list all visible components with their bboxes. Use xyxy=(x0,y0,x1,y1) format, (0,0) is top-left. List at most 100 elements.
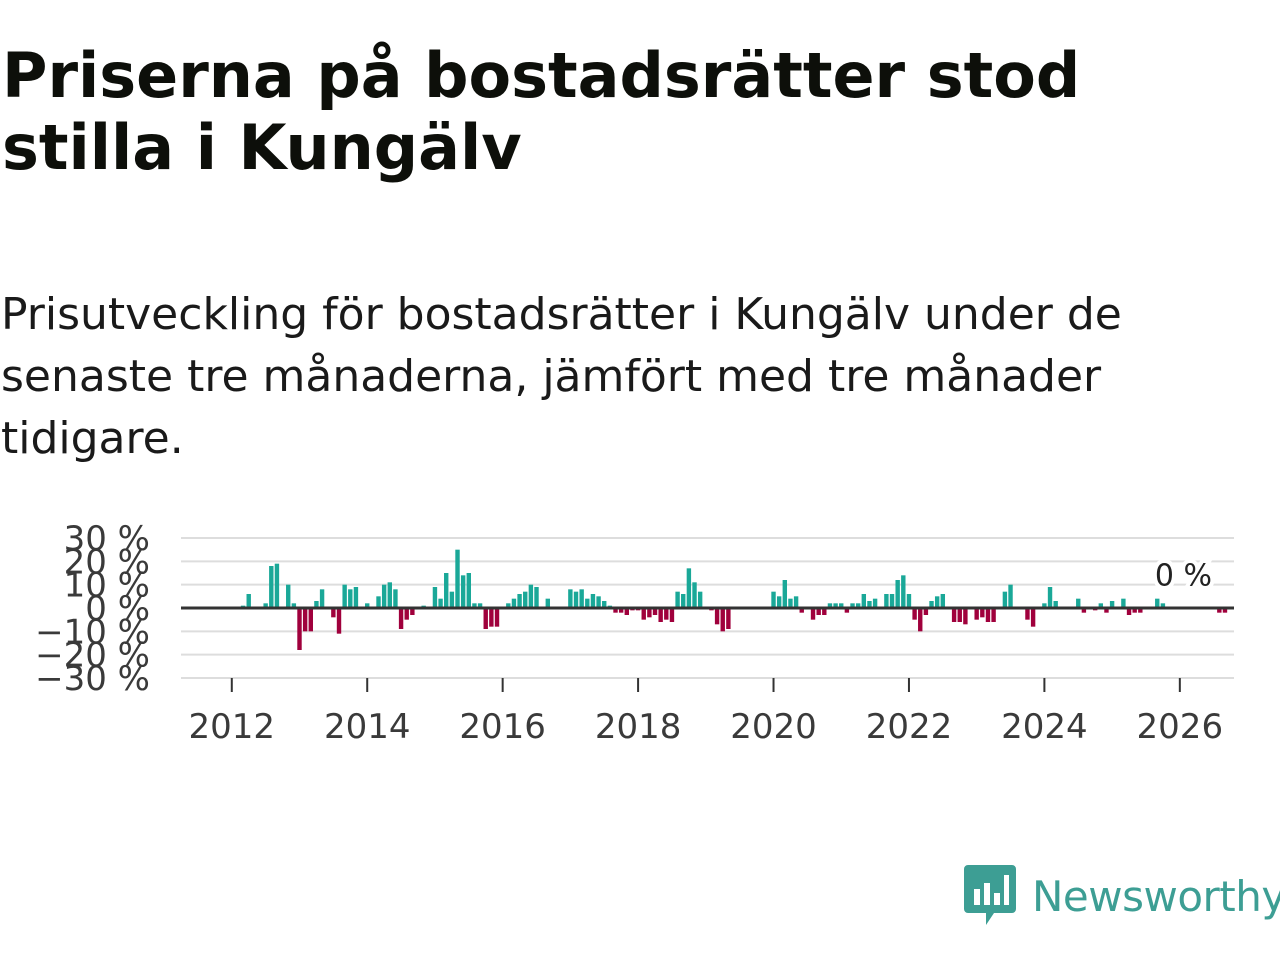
newsworthy-logo-text: Newsworthy xyxy=(1032,871,1280,921)
bar xyxy=(489,608,494,627)
bar xyxy=(1047,587,1053,608)
bar xyxy=(827,603,833,608)
bar xyxy=(782,580,788,608)
bar xyxy=(1160,603,1166,608)
bar xyxy=(1155,598,1160,608)
x-axis: 2012 2014 2016 2018 2020 2022 2024 2026 xyxy=(181,677,1234,747)
bar xyxy=(1030,608,1036,627)
bar xyxy=(985,608,991,622)
bar xyxy=(365,603,370,608)
newsworthy-logo-icon xyxy=(964,865,1016,925)
bar xyxy=(861,594,867,608)
bar xyxy=(545,598,550,608)
bar xyxy=(867,601,872,608)
bar xyxy=(1098,603,1104,608)
bar xyxy=(466,573,471,608)
bar xyxy=(855,603,861,608)
bar xyxy=(1053,601,1058,608)
bar xyxy=(263,603,268,608)
bar xyxy=(460,575,466,608)
bar xyxy=(449,591,455,608)
bar xyxy=(585,598,590,608)
latest-value-label: 0 % xyxy=(1155,559,1212,594)
bar xyxy=(884,594,889,608)
bar xyxy=(658,608,663,622)
bar xyxy=(444,573,449,608)
bar xyxy=(438,598,443,608)
bar xyxy=(387,582,392,608)
x-tick-label: 2022 xyxy=(866,707,953,747)
bar xyxy=(596,596,601,608)
bar xyxy=(472,603,477,608)
bar xyxy=(1109,601,1115,608)
bar xyxy=(895,580,900,608)
bar xyxy=(934,596,940,608)
bar xyxy=(726,608,731,629)
bar xyxy=(342,584,347,608)
bar xyxy=(793,596,799,608)
bar xyxy=(269,566,274,608)
bar xyxy=(1126,608,1132,615)
bar xyxy=(1217,608,1222,613)
y-tick-label: −30 % xyxy=(35,659,150,699)
bar xyxy=(776,596,782,608)
bar xyxy=(483,608,488,629)
bar xyxy=(1042,603,1047,608)
bar xyxy=(799,608,804,613)
bar xyxy=(816,608,821,615)
bar xyxy=(991,608,996,622)
bar xyxy=(319,589,325,608)
bar-chart: 30 %20 %10 %0 %−10 %−20 %−30 % 2012 2014 2… xyxy=(35,519,1234,747)
bar xyxy=(681,594,686,608)
bar xyxy=(1025,608,1030,620)
bar xyxy=(1138,608,1143,613)
bar xyxy=(1104,608,1109,613)
bar xyxy=(912,608,917,620)
bar xyxy=(844,608,850,613)
bar xyxy=(692,582,697,608)
y-tick-label: −20 % xyxy=(35,636,150,676)
bar xyxy=(669,608,675,622)
bar xyxy=(697,591,703,608)
bar xyxy=(336,608,342,634)
x-tick-label: 2024 xyxy=(1001,707,1088,747)
bars xyxy=(240,549,1228,650)
bar xyxy=(331,608,336,618)
bar xyxy=(404,608,409,620)
bar xyxy=(839,603,844,608)
bar xyxy=(923,608,929,615)
bar xyxy=(506,603,511,608)
bar xyxy=(714,608,720,625)
bar xyxy=(647,608,652,618)
y-axis: 30 %20 %10 %0 %−10 %−20 %−30 % xyxy=(35,519,150,699)
bar xyxy=(573,591,579,608)
bar xyxy=(274,563,280,608)
bar xyxy=(918,608,923,632)
bar xyxy=(951,608,957,622)
bar xyxy=(602,601,607,608)
bar xyxy=(901,575,906,608)
bar xyxy=(980,608,985,618)
bar xyxy=(494,608,500,627)
bar xyxy=(889,594,895,608)
bar xyxy=(720,608,725,632)
bar xyxy=(1121,598,1126,608)
bar xyxy=(963,608,968,625)
bar xyxy=(523,591,528,608)
x-tick-label: 2026 xyxy=(1137,707,1224,747)
newsworthy-logo: Newsworthy xyxy=(964,864,1280,928)
x-tick-label: 2016 xyxy=(459,707,546,747)
x-tick-label: 2020 xyxy=(730,707,817,747)
bar xyxy=(291,603,297,608)
y-tick-label: 20 % xyxy=(64,542,150,582)
bar xyxy=(297,608,302,650)
bar xyxy=(308,608,313,632)
bar xyxy=(1132,608,1137,613)
bar xyxy=(286,584,291,608)
bar xyxy=(624,608,629,615)
bar xyxy=(410,608,415,615)
bar xyxy=(1222,608,1228,613)
bar xyxy=(1008,584,1013,608)
bar xyxy=(929,601,934,608)
bar xyxy=(850,603,855,608)
